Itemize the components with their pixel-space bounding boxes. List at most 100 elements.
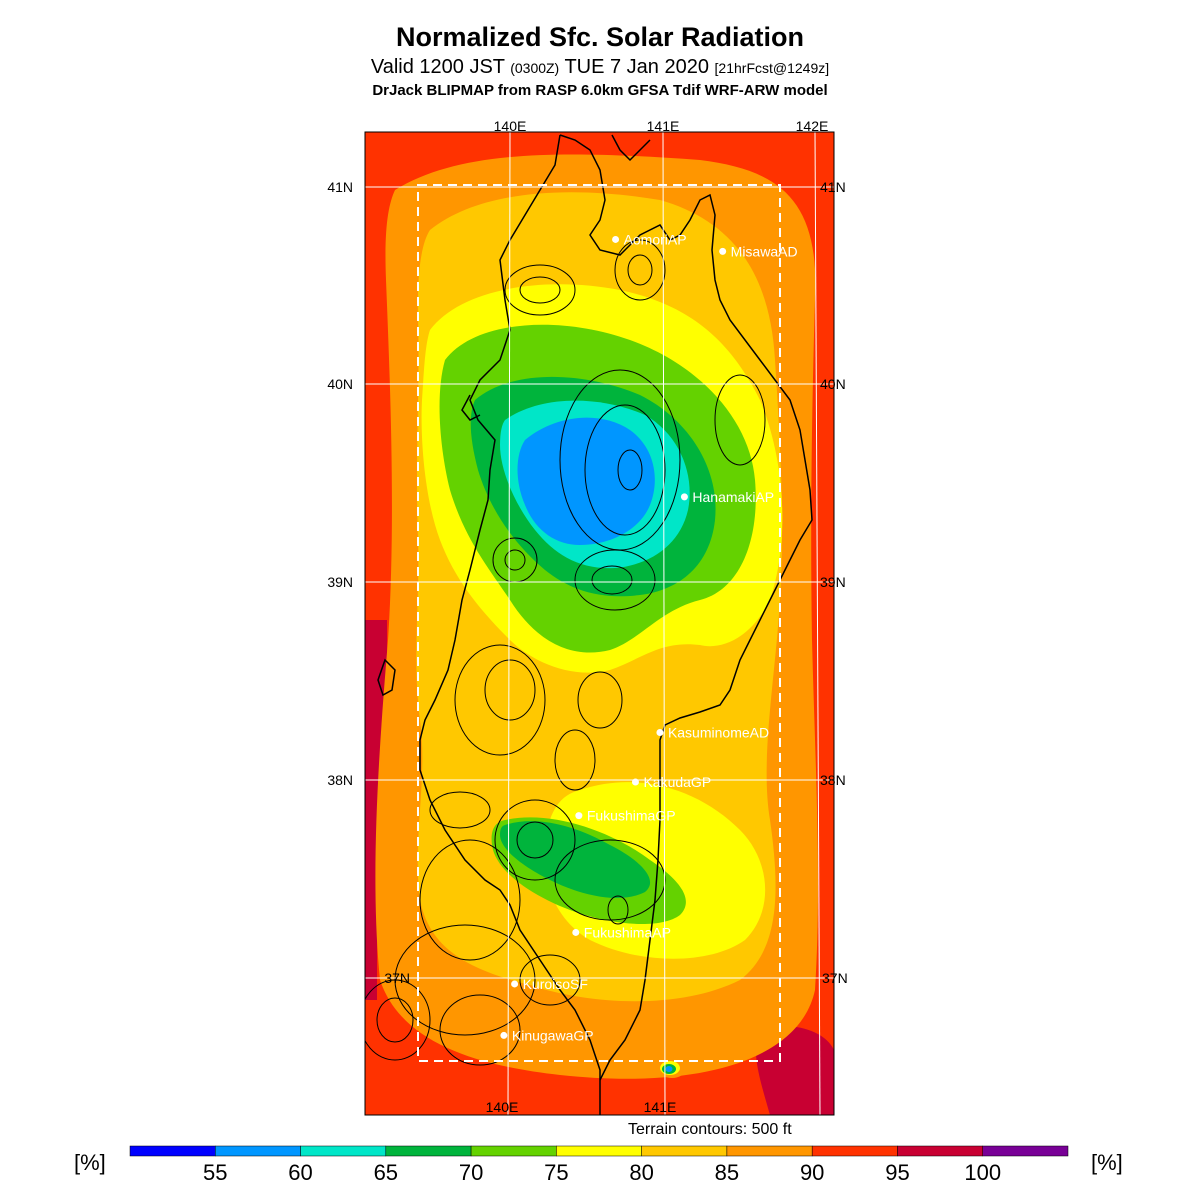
colorbar: 55 60 65 70 75 80 85 90 95 100: [129, 1145, 1069, 1185]
colorbar-tick-label: 95: [885, 1160, 909, 1185]
terrain-contour: [714, 374, 766, 466]
terrain-contour: [614, 239, 666, 301]
grid-line-140e: [507, 131, 511, 1116]
field-southeast-patch: [755, 1026, 834, 1115]
colorbar-swatch: [811, 1145, 898, 1157]
colorbar-swatch: [982, 1145, 1069, 1157]
grid-line-142e: [814, 131, 821, 1116]
field-west-edge-south: [365, 880, 377, 1000]
station-marker: KakudaGP: [631, 774, 711, 790]
terrain-contour: [504, 264, 576, 316]
field-55-zone: [517, 417, 655, 545]
station-label: KinugawaGP: [512, 1027, 594, 1043]
colorbar-tick-label: 90: [800, 1160, 824, 1185]
colorbar-swatch: [726, 1145, 813, 1157]
station-label: FukushimaGP: [587, 808, 676, 824]
lat-label-right-39n: 39N: [820, 574, 846, 590]
station-marker: KinugawaGP: [500, 1027, 594, 1043]
colorbar-tick-label: 65: [374, 1160, 398, 1185]
field-65-zone-south: [500, 821, 651, 899]
station-dot: [572, 928, 580, 936]
lon-label-bottom-140e: 140E: [486, 1099, 519, 1115]
station-dot: [511, 980, 519, 988]
terrain-contour: [419, 839, 521, 961]
map-title: Normalized Sfc. Solar Radiation: [395, 22, 805, 52]
coastline-west: [419, 134, 601, 1115]
colorbar-swatch: [641, 1145, 728, 1157]
station-marker: FukushimaGP: [575, 808, 676, 824]
station-dot: [631, 778, 639, 786]
colorbar-swatch: [556, 1145, 642, 1157]
terrain-contour: [429, 791, 491, 829]
colorbar-tick-label: 55: [203, 1160, 227, 1185]
terrain-contour: [519, 954, 581, 1006]
colorbar-unit-left: [%]: [74, 1150, 106, 1175]
coastline: [377, 134, 813, 1115]
terrain-contour: [494, 799, 576, 881]
lat-label-right-40n: 40N: [820, 376, 846, 392]
lat-label-right-41n: 41N: [820, 179, 846, 195]
station-label: MisawaAD: [731, 243, 798, 259]
station-label: FukushimaAP: [584, 924, 671, 940]
forecast-date: TUE 7 Jan 2020: [564, 56, 709, 78]
colorbar-tick-label: 70: [459, 1160, 483, 1185]
lat-label-left-38n: 38N: [327, 772, 353, 788]
map-frame: [364, 131, 835, 1116]
lon-label-top-140e: 140E: [494, 118, 527, 134]
terrain-contour: [591, 565, 633, 595]
radiation-field: [365, 132, 834, 1115]
terrain-contour: [627, 254, 653, 286]
lon-label-top-142e: 142E: [796, 118, 829, 134]
colorbar-tick-label: 100: [964, 1160, 1001, 1185]
station-label: KasuminomeAD: [668, 724, 769, 740]
station-label: AomoriAP: [624, 231, 687, 247]
station-marker: KuroisoSF: [511, 976, 588, 992]
station-marker: MisawaAD: [719, 243, 798, 259]
station-marker: AomoriAP: [612, 231, 687, 247]
coastline-north-bay: [559, 134, 813, 1081]
station-dot: [500, 1031, 508, 1039]
station-label: KuroisoSF: [523, 976, 588, 992]
lat-label-left-39n: 39N: [327, 574, 353, 590]
axis-labels: 140E 141E 142E 140E 141E 41N 40N 39N 38N…: [327, 118, 847, 1115]
lon-label-top-141e: 141E: [647, 118, 680, 134]
colorbar-tick-label: 75: [544, 1160, 568, 1185]
station-dot: [719, 247, 727, 255]
station-dot: [575, 812, 583, 820]
lat-label-right-38n: 38N: [820, 772, 846, 788]
terrain-contour: [554, 729, 596, 791]
colorbar-swatch: [897, 1145, 983, 1157]
model-description: DrJack BLIPMAP from RASP 6.0km GFSA Tdif…: [372, 82, 828, 99]
valid-time: Valid 1200 JST: [370, 56, 505, 78]
terrain-contour: [519, 276, 561, 304]
terrain-contour: [365, 979, 431, 1061]
field-small-cell-blue: [665, 1066, 673, 1072]
coastline-oga: [461, 394, 481, 421]
lat-label-right-37n: 37N: [822, 970, 848, 986]
station-dot: [612, 235, 620, 243]
terrain-contour: [376, 997, 414, 1043]
station-marker: HanamakiAP: [680, 489, 774, 505]
zulu-time: (0300Z): [510, 60, 560, 76]
lat-label-left-41n: 41N: [327, 179, 353, 195]
coastline-sado: [377, 658, 396, 697]
colorbar-swatch: [129, 1145, 216, 1157]
forecast-info: [21hrFcst@1249z]: [714, 60, 830, 76]
lon-label-bottom-141e: 141E: [644, 1099, 677, 1115]
terrain-contour: [454, 644, 546, 756]
terrain-contour: [484, 659, 536, 721]
station-dot: [656, 728, 664, 736]
station-marker: FukushimaAP: [572, 924, 671, 940]
terrain-contour: [607, 895, 629, 925]
terrain-contour: [516, 821, 554, 859]
terrain-contour: [577, 671, 623, 729]
lat-label-left-37n: 37N: [384, 970, 410, 986]
colorbar-tick-label: 80: [629, 1160, 653, 1185]
station-label: HanamakiAP: [692, 489, 774, 505]
terrain-contour: [574, 549, 656, 611]
lat-label-left-40n: 40N: [327, 376, 353, 392]
station-label: KakudaGP: [643, 774, 711, 790]
inner-domain-boundary: [417, 184, 781, 1062]
coastline-peninsula: [611, 134, 651, 162]
